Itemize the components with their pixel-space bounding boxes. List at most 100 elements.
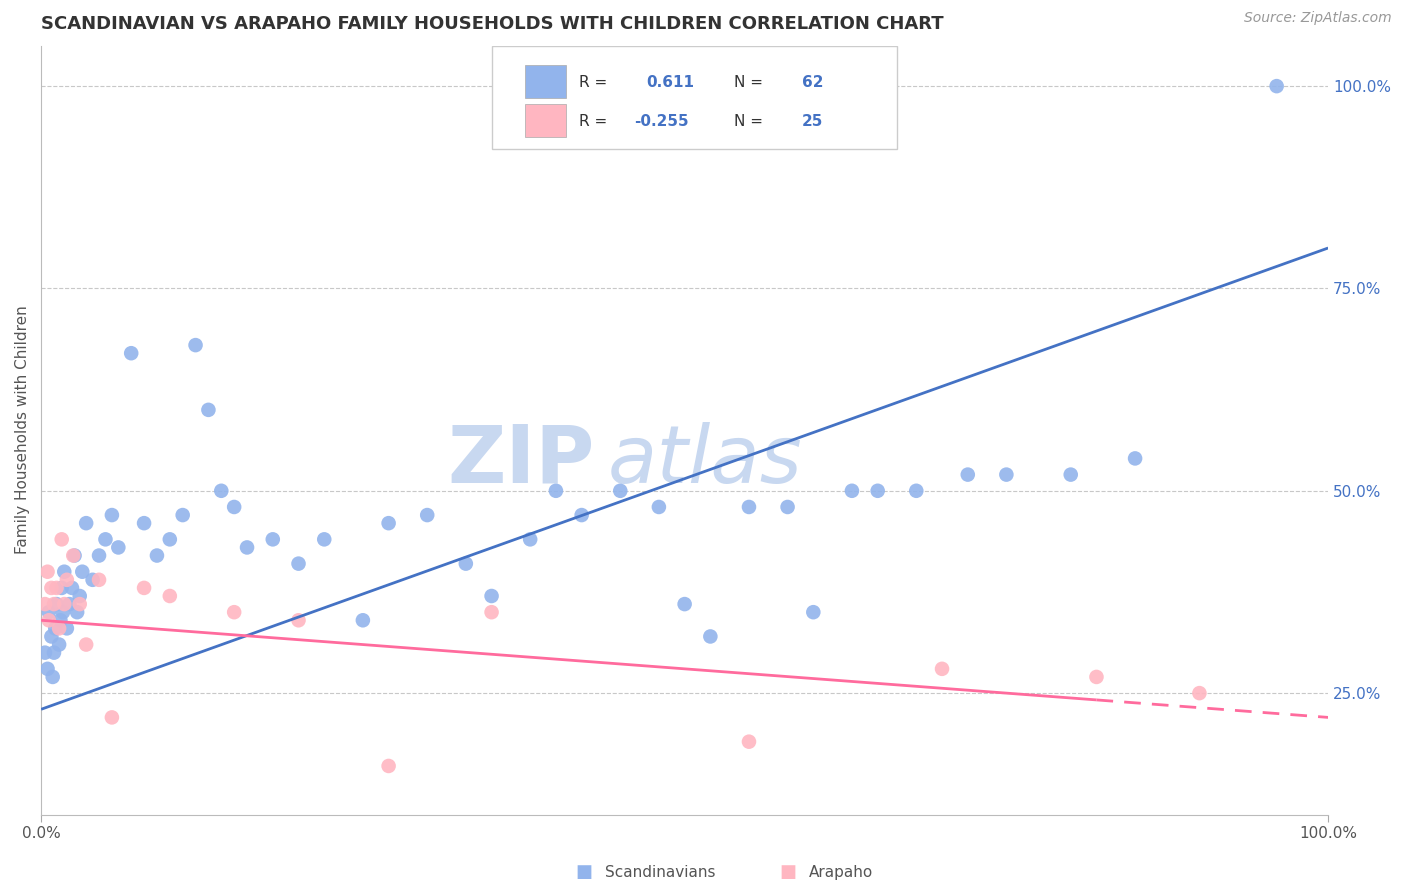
Point	[38, 605, 60, 619]
Point	[416, 508, 439, 522]
FancyBboxPatch shape	[492, 45, 897, 150]
Text: R =: R =	[579, 114, 607, 128]
Point	[34, 597, 56, 611]
Point	[120, 346, 142, 360]
Point	[314, 533, 336, 547]
Point	[184, 338, 207, 352]
Point	[45, 597, 67, 611]
Point	[49, 613, 72, 627]
Point	[287, 613, 309, 627]
Point	[841, 483, 863, 498]
Point	[609, 483, 631, 498]
Point	[377, 516, 399, 531]
Y-axis label: Family Households with Children: Family Households with Children	[15, 306, 30, 555]
Text: SCANDINAVIAN VS ARAPAHO FAMILY HOUSEHOLDS WITH CHILDREN CORRELATION CHART: SCANDINAVIAN VS ARAPAHO FAMILY HOUSEHOLD…	[41, 15, 943, 33]
Point	[159, 589, 181, 603]
Point	[41, 581, 63, 595]
Point	[519, 533, 541, 547]
Point	[132, 516, 155, 531]
Point	[738, 734, 761, 748]
Point	[648, 500, 671, 514]
Point	[37, 662, 59, 676]
Point	[69, 597, 91, 611]
Point	[905, 483, 928, 498]
Point	[63, 549, 86, 563]
Point	[34, 646, 56, 660]
Text: N =: N =	[734, 114, 762, 128]
Text: ZIP: ZIP	[447, 422, 595, 500]
Point	[352, 613, 374, 627]
Point	[738, 500, 761, 514]
Text: Source: ZipAtlas.com: Source: ZipAtlas.com	[1244, 12, 1392, 25]
Text: Arapaho: Arapaho	[808, 865, 873, 880]
Point	[101, 710, 124, 724]
Point	[995, 467, 1018, 482]
Point	[48, 638, 70, 652]
Text: 62: 62	[801, 75, 824, 90]
Point	[1085, 670, 1108, 684]
Point	[51, 533, 73, 547]
Point	[87, 549, 110, 563]
Point	[48, 621, 70, 635]
Point	[801, 605, 824, 619]
Point	[75, 638, 97, 652]
Point	[69, 589, 91, 603]
Point	[236, 541, 259, 555]
Point	[38, 613, 60, 627]
Point	[82, 573, 104, 587]
Point	[159, 533, 181, 547]
Point	[209, 483, 232, 498]
Point	[1265, 79, 1288, 94]
Point	[197, 402, 219, 417]
Point	[224, 500, 246, 514]
Point	[53, 597, 76, 611]
Point	[66, 605, 89, 619]
Point	[866, 483, 889, 498]
Point	[481, 605, 503, 619]
Point	[51, 581, 73, 595]
Point	[454, 557, 477, 571]
Point	[544, 483, 567, 498]
Point	[699, 630, 721, 644]
Text: Scandinavians: Scandinavians	[605, 865, 716, 880]
Point	[287, 557, 309, 571]
Point	[132, 581, 155, 595]
Text: 25: 25	[801, 114, 823, 128]
Point	[45, 581, 67, 595]
Point	[53, 565, 76, 579]
Point	[62, 549, 84, 563]
Point	[58, 597, 80, 611]
Point	[41, 630, 63, 644]
Point	[56, 621, 79, 635]
Point	[146, 549, 169, 563]
Point	[262, 533, 284, 547]
Point	[571, 508, 593, 522]
Point	[1060, 467, 1083, 482]
Point	[956, 467, 979, 482]
Text: atlas: atlas	[607, 422, 803, 500]
Point	[42, 597, 65, 611]
FancyBboxPatch shape	[524, 104, 567, 136]
Point	[60, 581, 83, 595]
Point	[481, 589, 503, 603]
Point	[1188, 686, 1211, 700]
Text: 0.611: 0.611	[645, 75, 695, 90]
Point	[776, 500, 799, 514]
Point	[72, 565, 94, 579]
Point	[42, 646, 65, 660]
Point	[56, 573, 79, 587]
FancyBboxPatch shape	[524, 65, 567, 98]
Text: ■: ■	[779, 863, 796, 881]
Point	[94, 533, 117, 547]
Point	[101, 508, 124, 522]
Text: ■: ■	[575, 863, 592, 881]
Point	[75, 516, 97, 531]
Text: -0.255: -0.255	[634, 114, 689, 128]
Point	[44, 621, 66, 635]
Point	[172, 508, 194, 522]
Point	[1123, 451, 1146, 466]
Point	[41, 670, 63, 684]
Point	[87, 573, 110, 587]
Point	[107, 541, 129, 555]
Point	[931, 662, 953, 676]
